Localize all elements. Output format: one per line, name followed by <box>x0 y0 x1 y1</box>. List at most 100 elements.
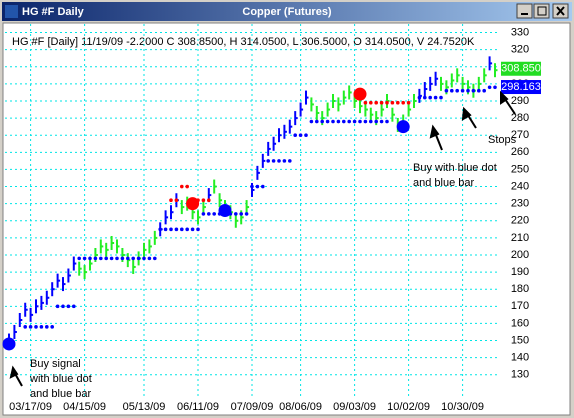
arrow-head <box>500 90 509 105</box>
stop-dot <box>244 212 249 216</box>
price-bar <box>24 302 28 317</box>
stop-dot <box>379 100 384 105</box>
stop-dot <box>169 227 173 232</box>
stop-dot <box>352 119 357 124</box>
price-bar <box>261 153 266 168</box>
stop-dot <box>147 256 152 261</box>
y-tick-label: 150 <box>511 334 529 346</box>
price-bar <box>105 242 109 257</box>
stop-dot <box>115 256 119 261</box>
close-icon <box>556 6 565 16</box>
price-bar <box>440 76 444 91</box>
stop-dot <box>304 133 308 138</box>
stop-dot <box>239 212 243 216</box>
stop-dot <box>61 304 65 309</box>
stop-dot <box>163 227 168 232</box>
price-bar <box>164 210 169 225</box>
minimize-button[interactable] <box>516 3 533 19</box>
y-tick-label: 330 <box>511 26 529 38</box>
price-bar <box>245 200 250 215</box>
stop-dot <box>45 325 49 329</box>
stop-dot <box>174 198 179 203</box>
stop-dot <box>39 325 44 329</box>
price-bar <box>299 102 304 117</box>
price-bar <box>132 259 136 274</box>
price-bar <box>294 111 298 126</box>
price-bar <box>305 90 309 105</box>
price-bar <box>342 90 347 105</box>
stop-dot <box>82 256 87 261</box>
stop-dot <box>174 227 179 232</box>
maximize-button[interactable] <box>533 3 550 19</box>
price-bar <box>153 230 158 245</box>
stop-dot <box>126 256 130 261</box>
price-bar <box>18 313 23 328</box>
stop-dot <box>428 95 433 100</box>
stop-dot <box>250 184 254 189</box>
price-bar <box>13 324 17 339</box>
y-tick-label: 130 <box>511 369 529 381</box>
price-bar <box>218 193 223 208</box>
price-bar <box>180 200 185 215</box>
stop-dot <box>28 325 33 329</box>
stop-dot <box>207 198 211 203</box>
price-bar <box>461 76 466 91</box>
price-tag <box>501 80 541 95</box>
y-tick-label: 160 <box>511 317 529 329</box>
stop-dot <box>261 184 265 189</box>
stop-dot <box>423 95 427 100</box>
stop-dot <box>309 119 314 124</box>
stop-dot <box>374 119 379 124</box>
x-tick-label: 07/09/09 <box>231 401 274 413</box>
stop-dot <box>136 256 141 261</box>
price-bar <box>364 102 368 117</box>
y-tick-label: 290 <box>511 95 529 107</box>
y-tick-label: 280 <box>511 112 529 124</box>
price-bar <box>315 105 320 120</box>
stop-dot <box>77 256 81 261</box>
y-tick-label: 140 <box>511 352 529 364</box>
stop-dot <box>271 159 276 163</box>
arrow-head <box>461 106 472 121</box>
app-icon <box>5 5 18 18</box>
x-tick-label: 08/06/09 <box>279 401 322 413</box>
stop-dot <box>185 227 189 232</box>
y-tick-label: 210 <box>511 232 529 244</box>
stop-dot <box>88 256 92 261</box>
stop-dot <box>142 256 146 261</box>
stop-dot <box>120 256 125 261</box>
y-tick-label: 270 <box>511 129 529 141</box>
stop-dot <box>277 159 281 163</box>
stop-dot <box>444 88 449 93</box>
stop-dot <box>320 119 325 124</box>
price-bar <box>272 136 277 151</box>
title-bar <box>2 2 572 21</box>
stop-dot <box>358 119 362 124</box>
stop-dot <box>99 256 103 261</box>
price-bar <box>213 179 217 194</box>
price-bar <box>67 268 71 283</box>
arrow-head <box>9 365 19 379</box>
annotation: and blue bar <box>30 388 91 400</box>
stop-dot <box>466 88 470 93</box>
price-bar <box>413 93 417 108</box>
y-tick-label: 320 <box>511 44 529 56</box>
stop-dot <box>369 100 373 105</box>
stop-dot <box>477 88 481 93</box>
price-bar <box>35 299 39 314</box>
chart-panel <box>2 22 571 416</box>
price-tag-label: 298.163 <box>501 81 541 93</box>
price-bar <box>288 119 293 134</box>
price-bar <box>29 307 34 322</box>
stop-dot <box>439 95 443 100</box>
window-buttons[interactable] <box>516 3 569 19</box>
stop-dot <box>482 88 487 93</box>
price-tag-label: 308.850 <box>501 63 541 75</box>
signal-dot <box>396 120 410 134</box>
price-bar <box>72 256 77 271</box>
price-bar <box>99 239 104 254</box>
price-bar <box>267 141 271 156</box>
stop-dot <box>153 256 157 261</box>
x-tick-label: 10/30/09 <box>441 401 484 413</box>
stop-dot <box>336 119 341 124</box>
